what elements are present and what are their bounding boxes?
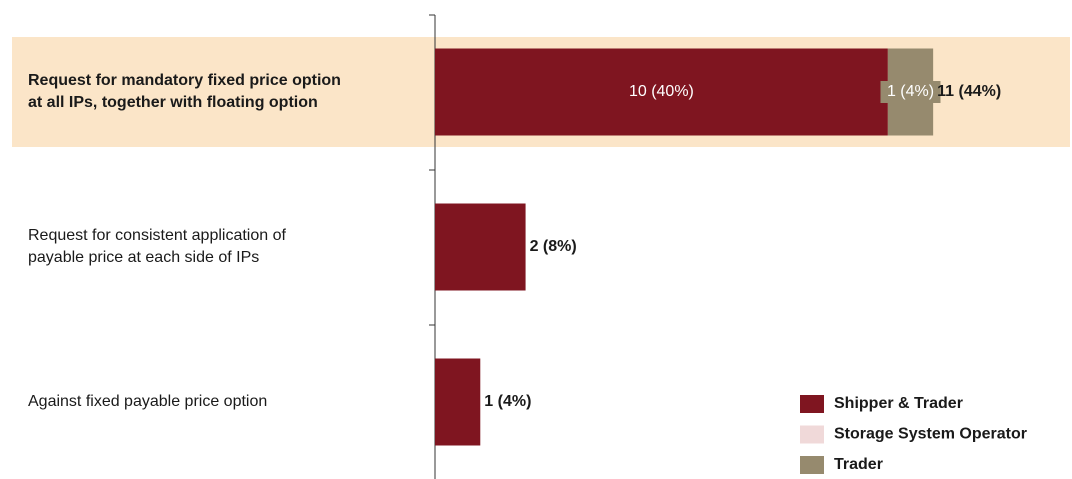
category-line: Request for mandatory fixed price option — [28, 72, 341, 89]
category-line: Against fixed payable price option — [28, 393, 267, 410]
category-label: Against fixed payable price option — [28, 393, 267, 410]
label-bg — [880, 81, 941, 103]
legend-label: Shipper & Trader — [834, 395, 963, 412]
legend-swatch — [800, 456, 824, 474]
category-line: at all IPs, together with floating optio… — [28, 94, 318, 111]
total-label: 2 (8%) — [530, 238, 577, 255]
category-line: Request for consistent application of — [28, 227, 286, 244]
bar-segment — [435, 358, 481, 446]
legend-label: Storage System Operator — [834, 426, 1027, 443]
total-label: 1 (4%) — [484, 393, 531, 410]
legend-swatch — [800, 425, 824, 444]
legend-swatch — [800, 395, 824, 413]
value-label: 1 (4%) — [887, 83, 934, 100]
bar-segment — [435, 203, 526, 291]
category-label: Request for consistent application of pay… — [28, 227, 286, 266]
bar-segment — [435, 48, 888, 136]
value-label: 10 (40%) — [629, 83, 694, 100]
legend-label: Trader — [834, 456, 883, 473]
category-line: payable price at each side of IPs — [28, 249, 259, 266]
category-label: Request for mandatory fixed price option… — [28, 72, 341, 111]
total-label: 11 (44%) — [937, 83, 1001, 100]
